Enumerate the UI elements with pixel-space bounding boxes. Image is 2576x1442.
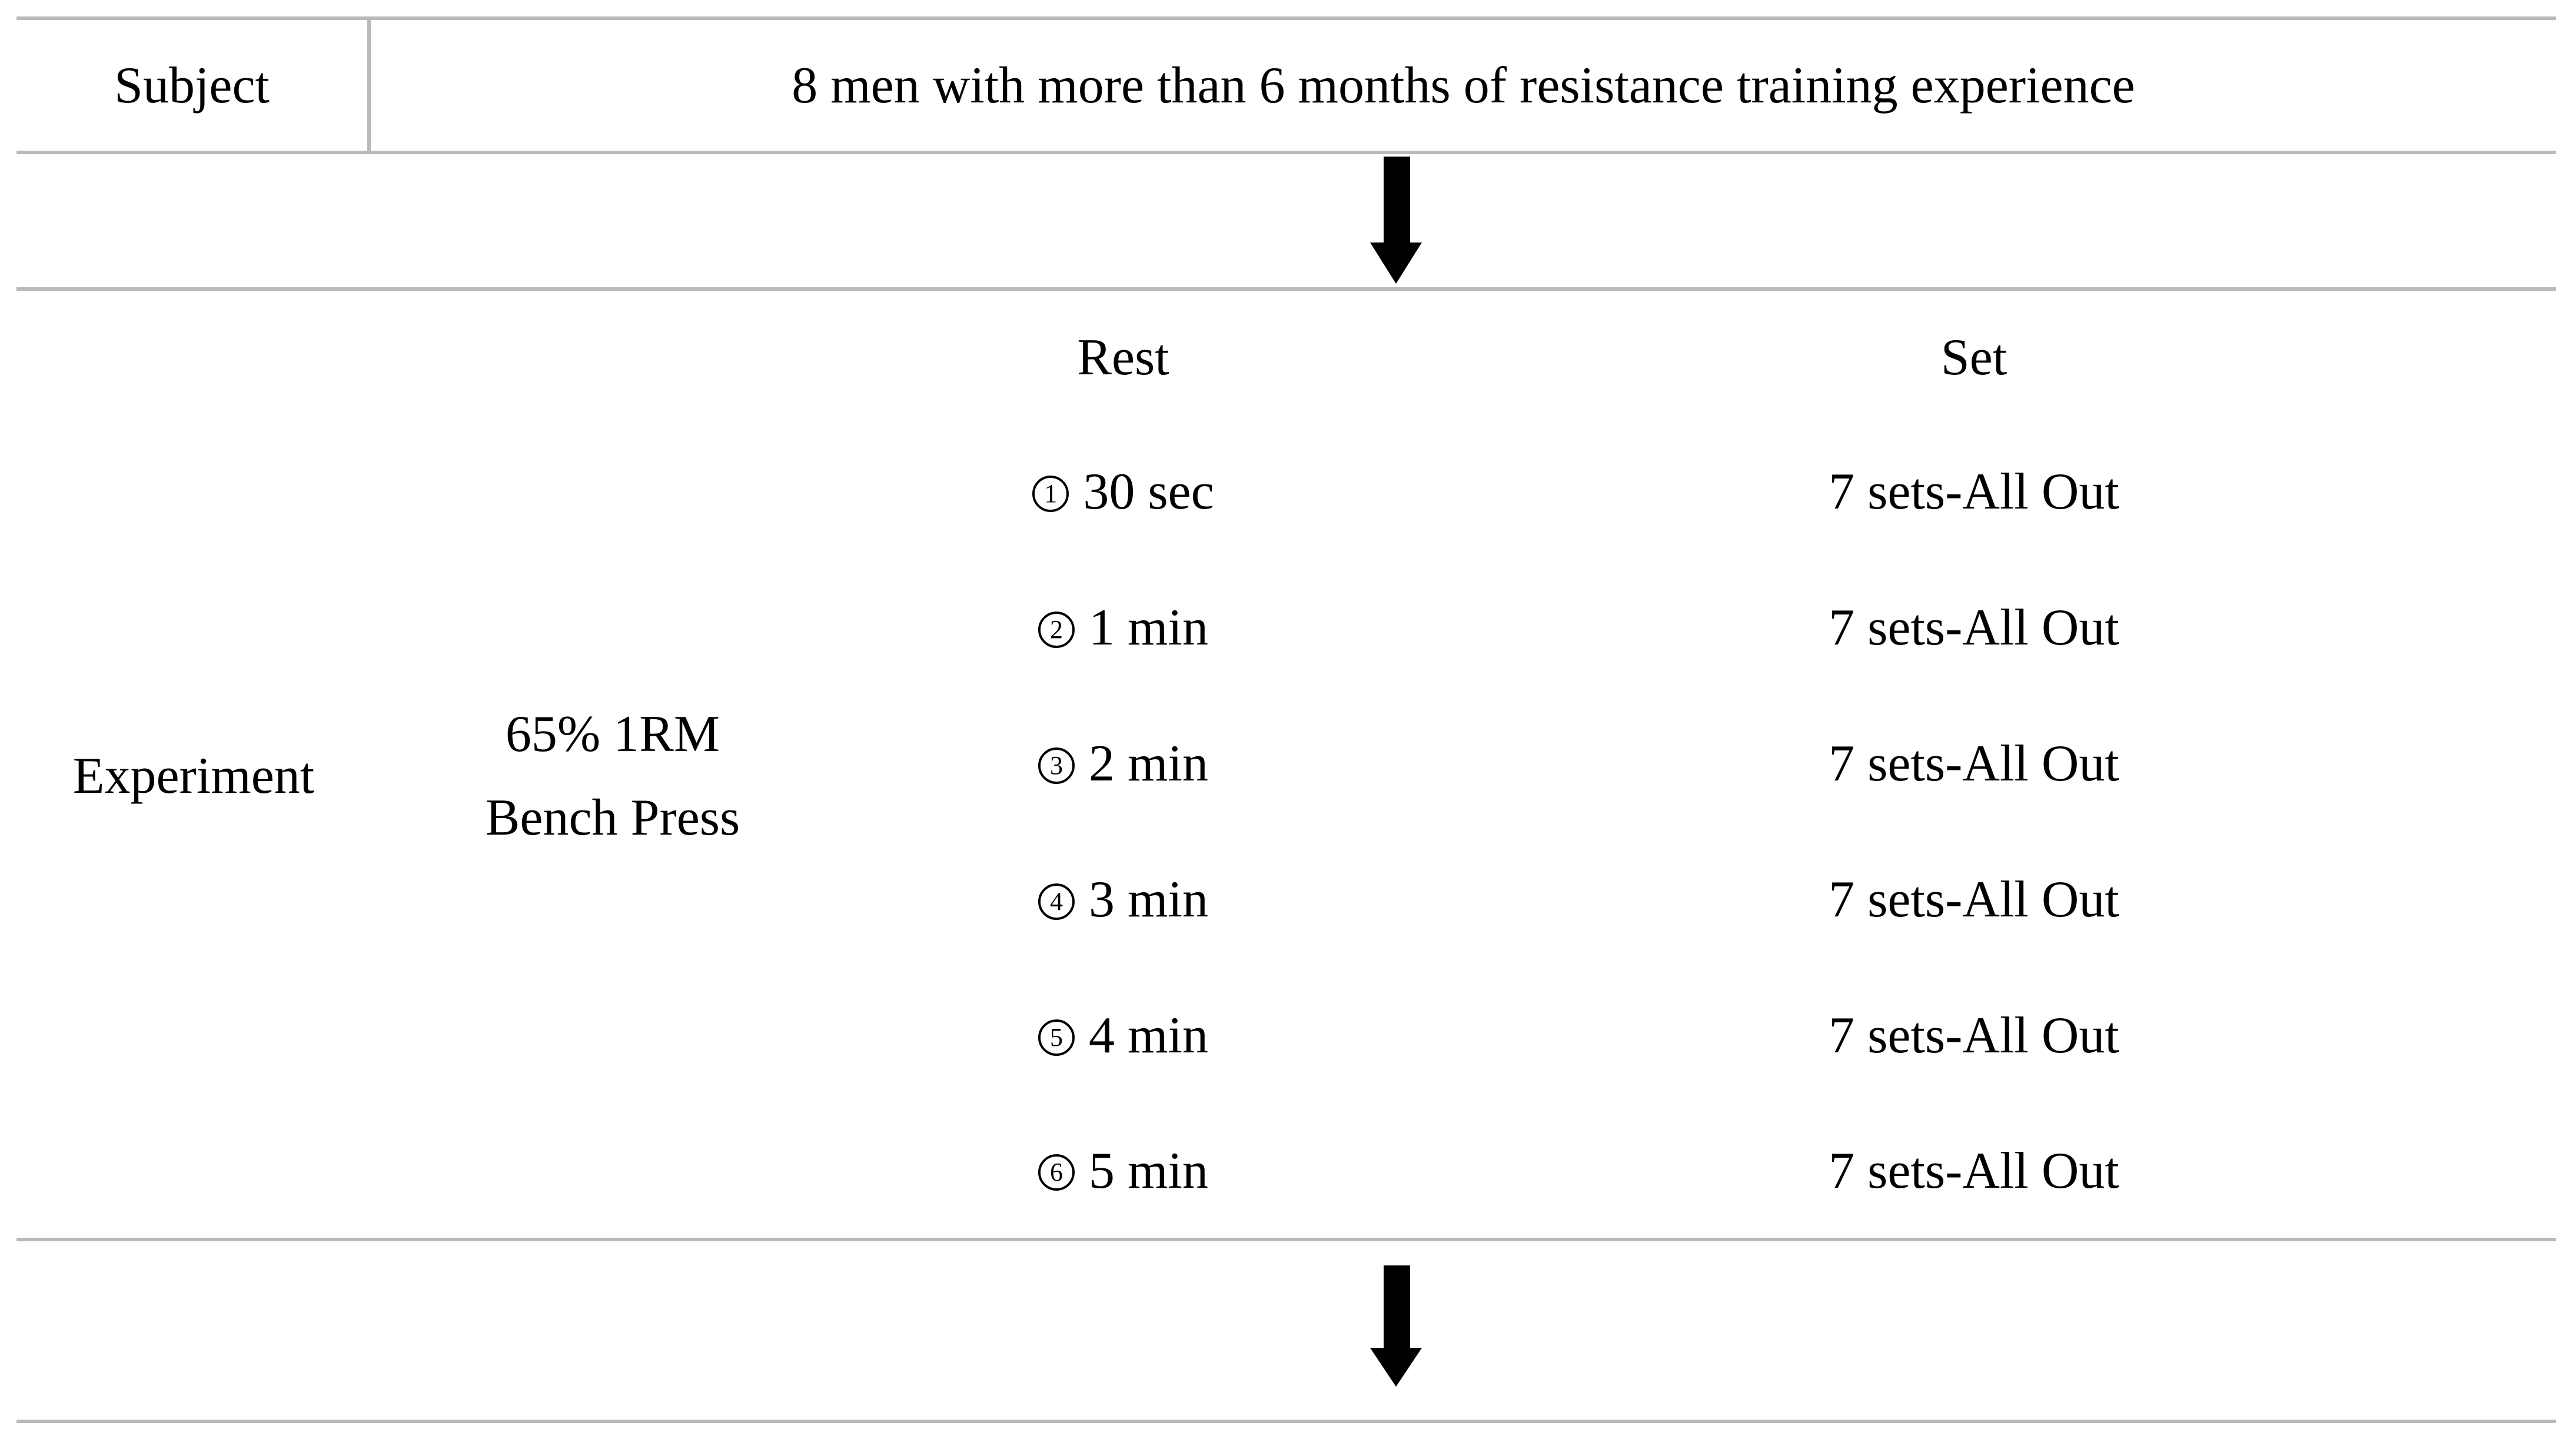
- set-cell: 7 sets-All Out: [1829, 1007, 2119, 1064]
- experiment-table: Experiment 65% 1RM Bench Press Rest Set …: [16, 287, 2556, 1241]
- subject-band: Subject 8 men with more than 6 months of…: [16, 16, 2556, 154]
- bottom-rule: [16, 1420, 2556, 1423]
- load-cell: 65% 1RM Bench Press: [371, 289, 855, 1240]
- set-column-header: Set: [1940, 328, 2007, 386]
- down-arrow-icon: [1370, 1265, 1423, 1388]
- rest-value: 5 min: [1089, 1142, 1208, 1200]
- rest-column-header: Rest: [1077, 328, 1169, 386]
- rest-value: 1 min: [1089, 599, 1208, 656]
- table-row: 5 4 min 7 sets-All Out: [16, 968, 2556, 1104]
- table-row: 1 30 sec 7 sets-All Out: [16, 424, 2556, 560]
- table-row: 4 3 min 7 sets-All Out: [16, 832, 2556, 968]
- circled-number-icon: 1: [1032, 475, 1069, 512]
- subject-value: 8 men with more than 6 months of resista…: [792, 57, 2135, 114]
- rest-value: 30 sec: [1083, 463, 1214, 520]
- rest-value: 2 min: [1089, 735, 1208, 792]
- table-row: 6 5 min 7 sets-All Out: [16, 1104, 2556, 1240]
- table-header-row: Experiment 65% 1RM Bench Press Rest Set: [16, 289, 2556, 846]
- subject-label-cell: Subject: [16, 20, 371, 151]
- rest-cell: 4 3 min: [855, 832, 1392, 968]
- arrow-head: [1370, 242, 1422, 284]
- circled-number-icon: 4: [1038, 883, 1075, 920]
- experiment-label: Experiment: [72, 747, 315, 805]
- set-cell: 7 sets-All Out: [1829, 463, 2119, 520]
- experiment-label-cell: Experiment: [16, 289, 371, 1240]
- rest-cell: 3 2 min: [855, 696, 1392, 832]
- arrow-stem: [1384, 157, 1410, 244]
- set-cell: 7 sets-All Out: [1829, 735, 2119, 792]
- rest-cell: 1 30 sec: [855, 424, 1392, 560]
- table-row: 3 2 min 7 sets-All Out: [16, 696, 2556, 832]
- circled-number-icon: 3: [1038, 747, 1075, 784]
- circled-number-icon: 6: [1038, 1154, 1075, 1191]
- circled-number-icon: 2: [1038, 611, 1075, 648]
- load-line2: Bench Press: [485, 789, 740, 846]
- rest-cell: 2 1 min: [855, 560, 1392, 696]
- subject-label: Subject: [114, 57, 270, 114]
- subject-value-cell: 8 men with more than 6 months of resista…: [371, 20, 2556, 151]
- arrow-head: [1370, 1348, 1422, 1387]
- down-arrow-icon: [1370, 157, 1423, 284]
- circled-number-icon: 5: [1038, 1019, 1075, 1056]
- rest-value: 3 min: [1089, 871, 1208, 928]
- rest-value: 4 min: [1089, 1007, 1208, 1064]
- table-row: 2 1 min 7 sets-All Out: [16, 560, 2556, 696]
- set-cell: 7 sets-All Out: [1829, 871, 2119, 928]
- set-cell: 7 sets-All Out: [1829, 599, 2119, 656]
- rest-cell: 5 4 min: [855, 968, 1392, 1104]
- set-cell: 7 sets-All Out: [1829, 1142, 2119, 1200]
- load-line1: 65% 1RM: [505, 705, 720, 763]
- rest-cell: 6 5 min: [855, 1104, 1392, 1240]
- arrow-stem: [1384, 1265, 1410, 1349]
